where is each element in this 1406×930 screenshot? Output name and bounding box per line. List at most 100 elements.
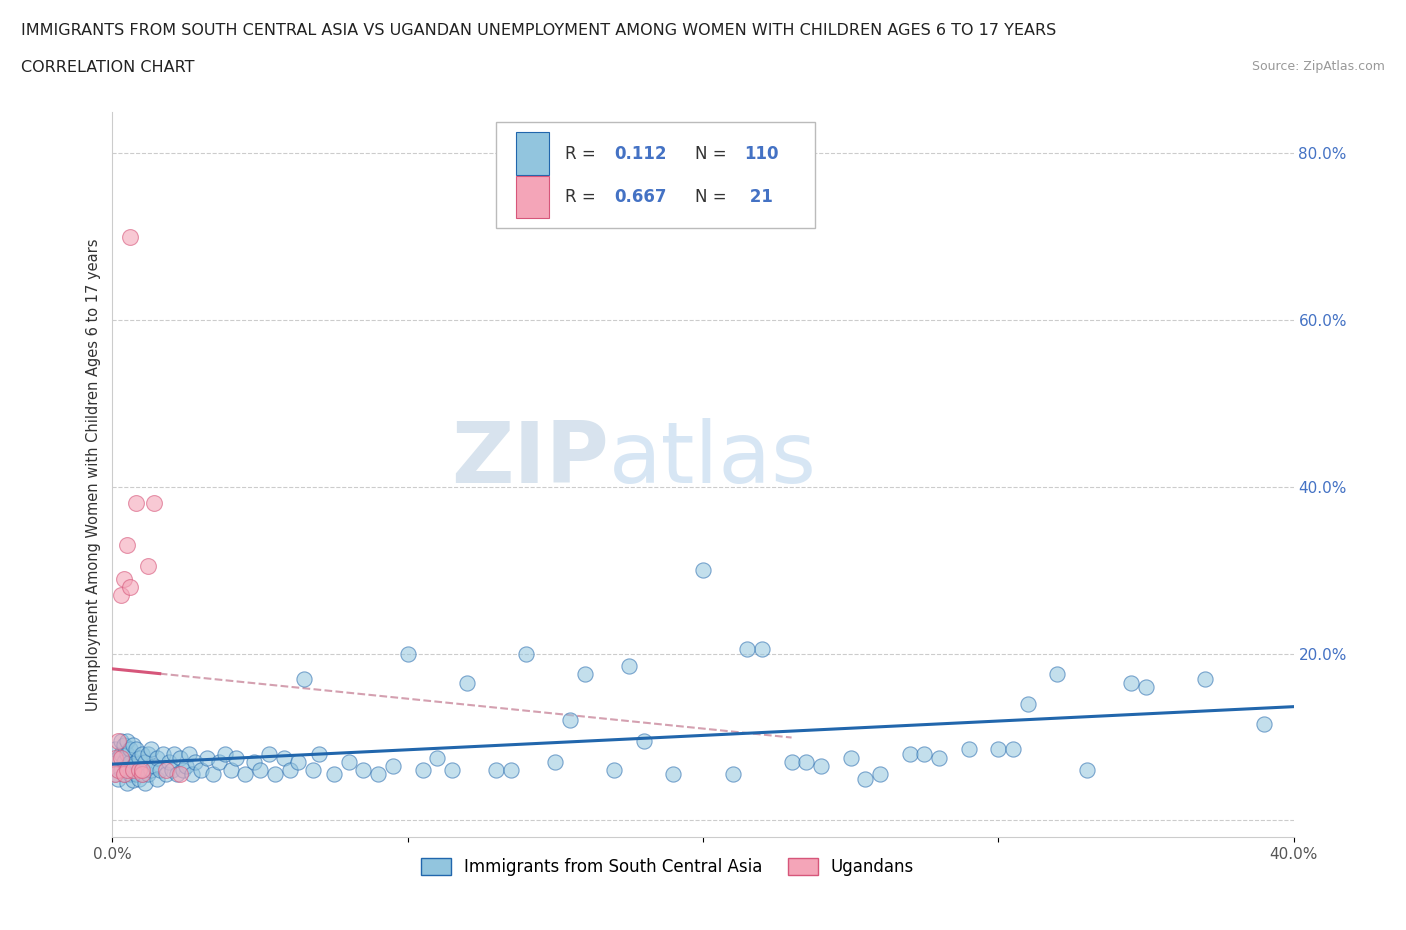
Point xyxy=(120,767,142,782)
Point xyxy=(257,746,280,761)
Point xyxy=(128,763,150,777)
Point xyxy=(928,751,950,765)
Point xyxy=(249,763,271,777)
Point xyxy=(308,746,330,761)
Point xyxy=(485,763,508,777)
Point xyxy=(501,763,523,777)
Point xyxy=(1001,742,1024,757)
Point xyxy=(603,763,626,777)
Point xyxy=(128,771,150,786)
Point xyxy=(146,771,169,786)
Point xyxy=(233,767,256,782)
Point xyxy=(914,746,936,761)
Text: R =: R = xyxy=(565,144,600,163)
Point xyxy=(125,742,148,757)
Point xyxy=(273,751,295,765)
Point xyxy=(172,763,194,777)
Point xyxy=(574,667,596,682)
Point xyxy=(120,742,142,757)
Point xyxy=(163,746,186,761)
Point xyxy=(142,759,165,774)
Point xyxy=(120,754,142,769)
Point xyxy=(131,767,153,782)
Point xyxy=(396,646,419,661)
Point xyxy=(107,771,129,786)
Text: IMMIGRANTS FROM SOUTH CENTRAL ASIA VS UGANDAN UNEMPLOYMENT AMONG WOMEN WITH CHIL: IMMIGRANTS FROM SOUTH CENTRAL ASIA VS UG… xyxy=(21,23,1056,38)
Point xyxy=(146,751,169,765)
Point xyxy=(110,746,132,761)
Point xyxy=(122,759,145,774)
Point xyxy=(128,751,150,765)
Text: 0.667: 0.667 xyxy=(614,188,666,206)
Text: R =: R = xyxy=(565,188,600,206)
Point xyxy=(1046,667,1069,682)
FancyBboxPatch shape xyxy=(496,123,815,228)
Point xyxy=(287,754,309,769)
Point xyxy=(136,746,159,761)
Point xyxy=(149,763,172,777)
Point xyxy=(139,763,162,777)
Point xyxy=(243,754,266,769)
Point xyxy=(155,763,177,777)
Point xyxy=(190,763,212,777)
Text: N =: N = xyxy=(695,188,731,206)
Text: atlas: atlas xyxy=(609,418,817,501)
Point xyxy=(112,737,135,752)
Point xyxy=(839,751,862,765)
Point xyxy=(107,751,129,765)
Point xyxy=(869,767,891,782)
Point xyxy=(411,763,433,777)
Text: CORRELATION CHART: CORRELATION CHART xyxy=(21,60,194,75)
Point xyxy=(544,754,567,769)
Point xyxy=(157,754,180,769)
Point xyxy=(855,771,877,786)
Point xyxy=(195,751,218,765)
Legend: Immigrants from South Central Asia, Ugandans: Immigrants from South Central Asia, Ugan… xyxy=(415,852,921,883)
Point xyxy=(737,642,759,657)
Point xyxy=(104,751,127,765)
Point xyxy=(174,759,197,774)
Point xyxy=(898,746,921,761)
Point xyxy=(456,675,478,690)
Point xyxy=(104,742,127,757)
Point xyxy=(225,751,247,765)
Point xyxy=(169,767,191,782)
Point xyxy=(117,759,138,774)
Point xyxy=(662,767,685,782)
Point xyxy=(107,734,129,749)
FancyBboxPatch shape xyxy=(516,132,550,175)
Point xyxy=(957,742,980,757)
Point xyxy=(323,767,346,782)
Point xyxy=(214,746,236,761)
Point xyxy=(122,773,145,788)
Point xyxy=(110,763,132,777)
Point xyxy=(382,759,405,774)
Point xyxy=(367,767,389,782)
Point xyxy=(780,754,803,769)
Text: Source: ZipAtlas.com: Source: ZipAtlas.com xyxy=(1251,60,1385,73)
Point xyxy=(112,571,135,586)
Text: 21: 21 xyxy=(744,188,773,206)
Point xyxy=(441,763,464,777)
Point xyxy=(292,671,315,686)
Point xyxy=(810,759,832,774)
FancyBboxPatch shape xyxy=(516,176,550,218)
Point xyxy=(166,767,188,782)
Point xyxy=(112,754,135,769)
Point xyxy=(112,767,135,782)
Point xyxy=(302,763,325,777)
Point xyxy=(155,767,177,782)
Point xyxy=(134,776,156,790)
Point xyxy=(633,734,655,749)
Point xyxy=(136,767,159,782)
Point xyxy=(107,763,129,777)
Point xyxy=(1119,675,1142,690)
Point xyxy=(139,742,162,757)
Point xyxy=(426,751,449,765)
Point xyxy=(558,712,582,727)
Point xyxy=(110,751,132,765)
Point xyxy=(179,746,201,761)
Point xyxy=(1017,697,1039,711)
Point xyxy=(122,763,145,777)
Point xyxy=(1135,680,1157,695)
